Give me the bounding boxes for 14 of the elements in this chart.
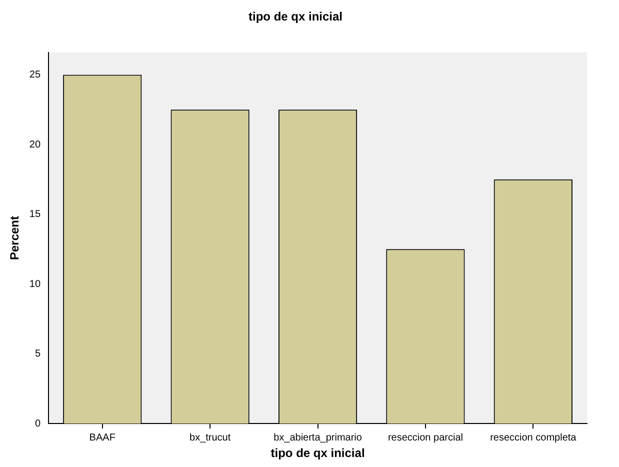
- y-tick-label: 25: [29, 69, 41, 80]
- x-tick-label: BAAF: [89, 432, 116, 444]
- chart-title: tipo de qx inicial: [248, 10, 343, 24]
- x-tick-label: reseccion parcial: [388, 432, 463, 444]
- x-tick-label: bx_trucut: [189, 432, 231, 444]
- y-tick-label: 5: [34, 348, 41, 360]
- x-tick-label: reseccion completa: [490, 432, 577, 444]
- y-tick-label: 10: [29, 278, 41, 290]
- y-tick-label: 0: [34, 418, 41, 430]
- x-tick-label: bx_abierta_primario: [274, 432, 362, 444]
- y-tick-label: 20: [29, 139, 41, 150]
- y-tick-label: 15: [29, 209, 41, 220]
- y-axis-title: Percent: [8, 216, 22, 260]
- x-axis-title: tipo de qx inicial: [270, 446, 365, 460]
